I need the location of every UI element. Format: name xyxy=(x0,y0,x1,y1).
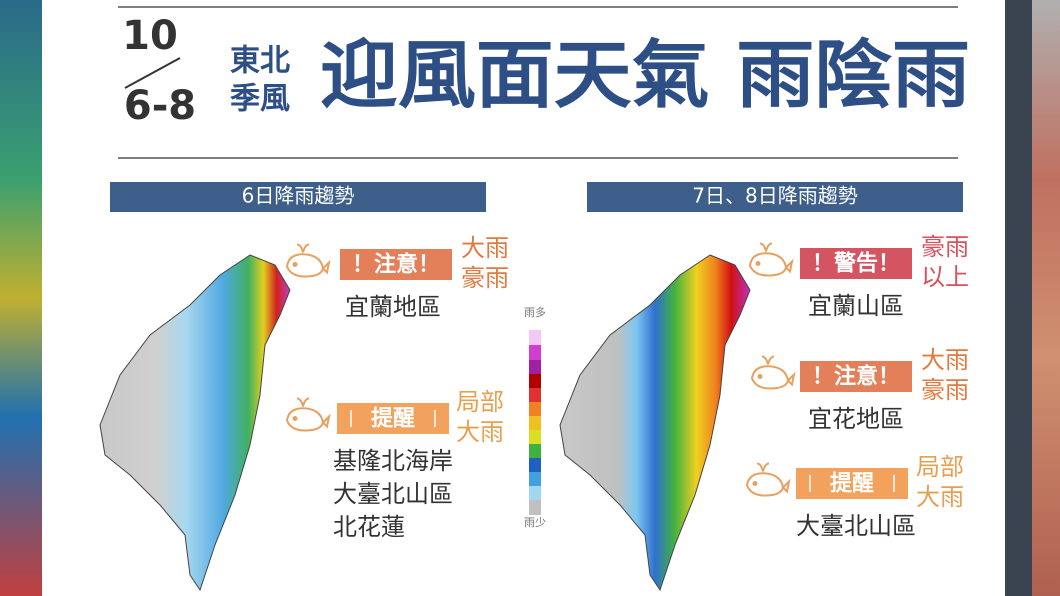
badge-text: ！警告！ xyxy=(812,252,900,277)
legend-top: 雨多 xyxy=(524,305,546,319)
rain-level: 大雨 xyxy=(461,234,509,262)
title: 迎風面天氣 雨陰雨 xyxy=(320,33,970,119)
rain-level: 大雨 xyxy=(456,418,504,446)
legend-bottom: 雨少 xyxy=(524,516,546,529)
badge xyxy=(340,249,452,280)
area: 宜蘭地區 xyxy=(345,293,441,321)
area: 基隆北海岸 xyxy=(333,447,453,475)
heading-bar xyxy=(587,182,963,212)
rain-level: 大雨 xyxy=(921,346,969,374)
area: 宜花地區 xyxy=(808,405,904,433)
badge-text: 提醒 xyxy=(371,406,415,432)
area: 大臺北山區 xyxy=(333,480,453,508)
tag: 東北 xyxy=(230,44,290,79)
slash xyxy=(124,57,181,89)
alerts: ！注意！大雨豪雨宜蘭地區提醒局部大雨基隆北海岸大臺北山區北花蓮！警告！豪雨以上宜… xyxy=(286,233,969,541)
edge-blur xyxy=(0,0,42,596)
badge xyxy=(800,361,912,392)
date-bottom: 6-8 xyxy=(124,83,196,129)
area: 大臺北山區 xyxy=(796,512,916,540)
badge-text: ！注意！ xyxy=(352,252,440,278)
badge xyxy=(800,248,912,279)
date-top: 10 xyxy=(122,13,178,59)
badge xyxy=(337,403,449,434)
heading-bar xyxy=(110,182,486,212)
rain-level: 豪雨 xyxy=(921,376,969,404)
badge-text: 提醒 xyxy=(830,471,874,497)
tag: 季風 xyxy=(230,82,290,117)
rain-level: 局部 xyxy=(916,453,964,481)
colorbar xyxy=(529,330,541,515)
rain-level: 豪雨 xyxy=(461,264,509,292)
rain-level: 大雨 xyxy=(916,483,964,511)
edge-blur xyxy=(1032,0,1060,596)
rain-level: 局部 xyxy=(456,388,504,416)
rain-level: 豪雨 xyxy=(921,233,969,261)
area: 北花蓮 xyxy=(333,513,405,541)
heading: 7日、8日降雨趨勢 xyxy=(692,184,857,208)
badge xyxy=(796,468,908,499)
rain-level: 以上 xyxy=(921,263,969,291)
area: 宜蘭山區 xyxy=(808,292,904,320)
badge-text: ！注意！ xyxy=(812,364,900,390)
heading: 6日降雨趨勢 xyxy=(242,184,355,208)
